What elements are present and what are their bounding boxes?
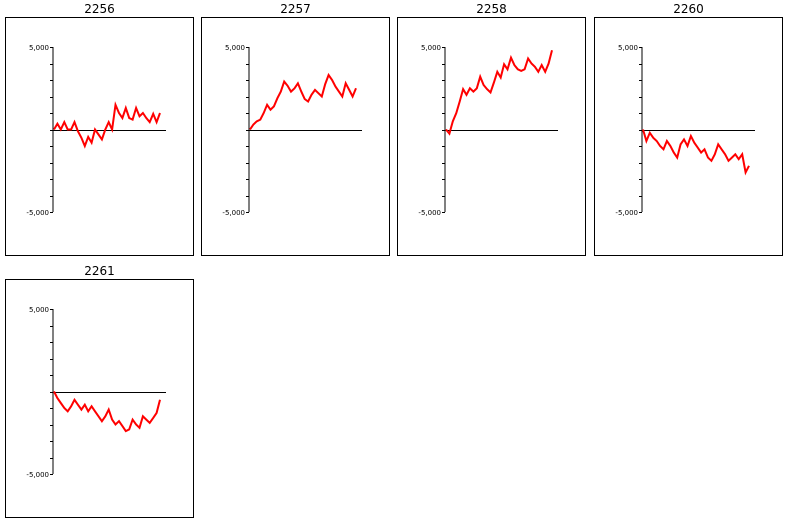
chart-title: 2256	[84, 2, 115, 16]
chart-svg: 5,000 -5,000	[418, 44, 558, 217]
y-tick-label: 5,000	[29, 306, 49, 314]
series-line	[445, 50, 553, 136]
chart-panel-2260: 2260 5,000 -5,000	[594, 2, 783, 256]
chart-panel-2258: 2258 5,000 -5,000	[397, 2, 586, 256]
y-tick-label: -5,000	[26, 209, 49, 217]
chart-plot-area: 5,000 -5,000	[201, 17, 390, 256]
chart-svg: 5,000 -5,000	[222, 44, 362, 217]
y-tick-label: 5,000	[421, 44, 441, 52]
chart-svg: 5,000 -5,000	[26, 306, 166, 479]
series-line	[53, 391, 161, 433]
series-line	[53, 101, 161, 149]
chart-title: 2258	[476, 2, 507, 16]
chart-svg: 5,000 -5,000	[26, 44, 166, 217]
chart-title: 2257	[280, 2, 311, 16]
chart-plot-area: 5,000 -5,000	[594, 17, 783, 256]
y-tick-label: -5,000	[222, 209, 245, 217]
chart-title: 2260	[673, 2, 704, 16]
chart-panel-2256: 2256 5,000 -5,000	[5, 2, 194, 256]
chart-plot-area: 5,000 -5,000	[397, 17, 586, 256]
series-line	[642, 129, 750, 176]
series-line	[249, 72, 357, 131]
chart-panel-2261: 2261 5,000 -5,000	[5, 264, 194, 518]
chart-panel-2257: 2257 5,000 -5,000	[201, 2, 390, 256]
chart-plot-area: 5,000 -5,000	[5, 279, 194, 518]
y-tick-label: -5,000	[26, 471, 49, 479]
chart-svg: 5,000 -5,000	[615, 44, 755, 217]
y-tick-label: -5,000	[615, 209, 638, 217]
y-tick-label: -5,000	[418, 209, 441, 217]
y-tick-label: 5,000	[225, 44, 245, 52]
chart-plot-area: 5,000 -5,000	[5, 17, 194, 256]
chart-title: 2261	[84, 264, 115, 278]
y-tick-label: 5,000	[29, 44, 49, 52]
y-tick-label: 5,000	[618, 44, 638, 52]
